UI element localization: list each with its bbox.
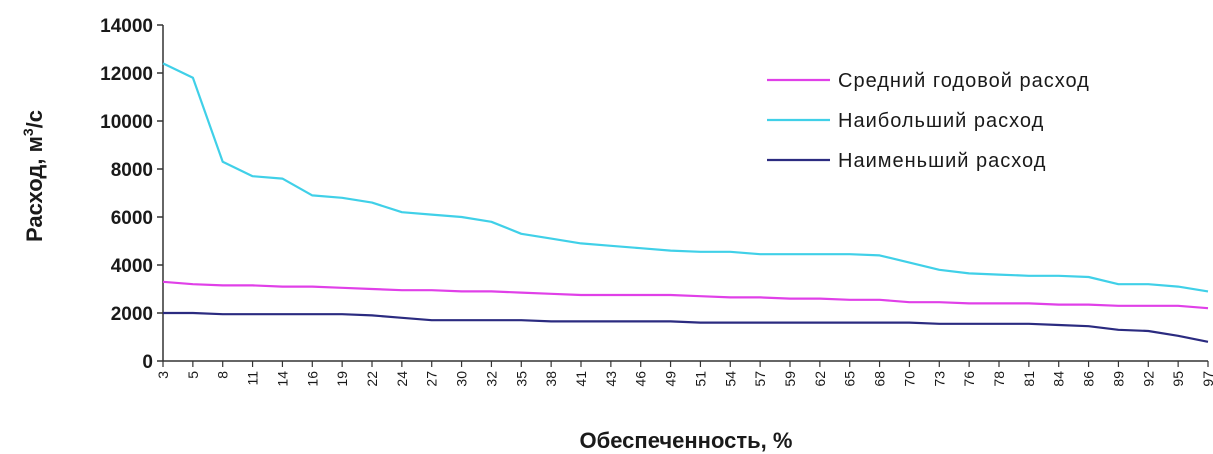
x-tick-label: 95	[1170, 371, 1186, 387]
x-tick-label: 54	[722, 371, 738, 387]
x-tick-label: 22	[364, 371, 380, 387]
series-lines	[162, 62, 1209, 343]
y-tick-label: 8000	[111, 160, 153, 181]
x-axis-title: Обеспеченность, %	[580, 428, 793, 453]
x-tick-label: 38	[543, 371, 559, 387]
x-tick-label: 49	[663, 371, 679, 387]
x-tick-label: 11	[245, 371, 261, 386]
x-tick-label: 81	[1021, 371, 1037, 387]
x-tick-label: 19	[334, 371, 350, 387]
x-tick-label: 62	[812, 371, 828, 387]
y-axis: 0 2000 4000 6000 8000 10000 12000 14000	[100, 16, 164, 373]
x-tick-label: 65	[842, 371, 858, 387]
x-tick-label: 35	[513, 371, 529, 387]
legend-label-3: Наименьший расход	[838, 150, 1046, 172]
series-line-1	[162, 280, 1209, 310]
y-tick-label: 6000	[111, 208, 153, 229]
x-tick-label: 5	[185, 371, 201, 379]
x-axis: 3 5 8 11 14 16 19 22 24 27 30 32 35 38 41 43 46 49 51 54 57 5…	[155, 360, 1213, 387]
series-line-2	[162, 62, 1209, 293]
y-tick-label: 12000	[100, 64, 153, 85]
x-tick-label: 14	[274, 371, 290, 387]
x-tick-label: 32	[483, 371, 499, 387]
y-axis-title-main: Расход, м	[22, 136, 47, 242]
x-tick-label: 51	[692, 371, 708, 387]
x-tick-label: 24	[394, 371, 410, 387]
legend-label-1: Средний годовой расход	[838, 70, 1090, 92]
x-tick-label: 78	[991, 371, 1007, 387]
x-tick-label: 43	[603, 371, 619, 387]
series-line-3	[163, 311, 1209, 343]
x-tick-label: 3	[155, 371, 171, 379]
x-tick-label: 57	[752, 371, 768, 387]
y-tick-label: 2000	[111, 304, 153, 325]
x-tick-label: 84	[1051, 371, 1067, 387]
legend: Средний годовой расход Наибольший расход Н…	[767, 70, 1090, 172]
x-tick-label: 86	[1081, 371, 1097, 387]
x-tick-label: 41	[573, 371, 589, 387]
x-tick-label: 16	[304, 371, 320, 387]
y-tick-label: 14000	[100, 16, 153, 37]
y-tick-label: 10000	[100, 112, 153, 133]
x-tick-label: 73	[931, 371, 947, 387]
legend-label-2: Наибольший расход	[838, 110, 1044, 132]
x-tick-label: 68	[872, 371, 888, 387]
x-tick-label: 27	[424, 371, 440, 387]
x-tick-label: 92	[1140, 371, 1156, 387]
y-axis-title-suffix: /с	[22, 110, 47, 128]
x-tick-label: 59	[782, 371, 798, 387]
y-tick-label: 0	[142, 352, 153, 373]
x-tick-label: 30	[454, 371, 470, 387]
y-axis-title: Расход, м3/с	[20, 110, 47, 242]
x-tick-label: 76	[961, 371, 977, 387]
y-axis-title-superscript: 3	[20, 128, 36, 136]
x-tick-label: 46	[633, 371, 649, 387]
x-tick-label: 70	[901, 371, 917, 387]
y-tick-label: 4000	[111, 256, 153, 277]
x-tick-label: 89	[1110, 371, 1126, 387]
x-tick-label: 97	[1200, 371, 1213, 387]
x-tick-label: 8	[215, 371, 231, 379]
